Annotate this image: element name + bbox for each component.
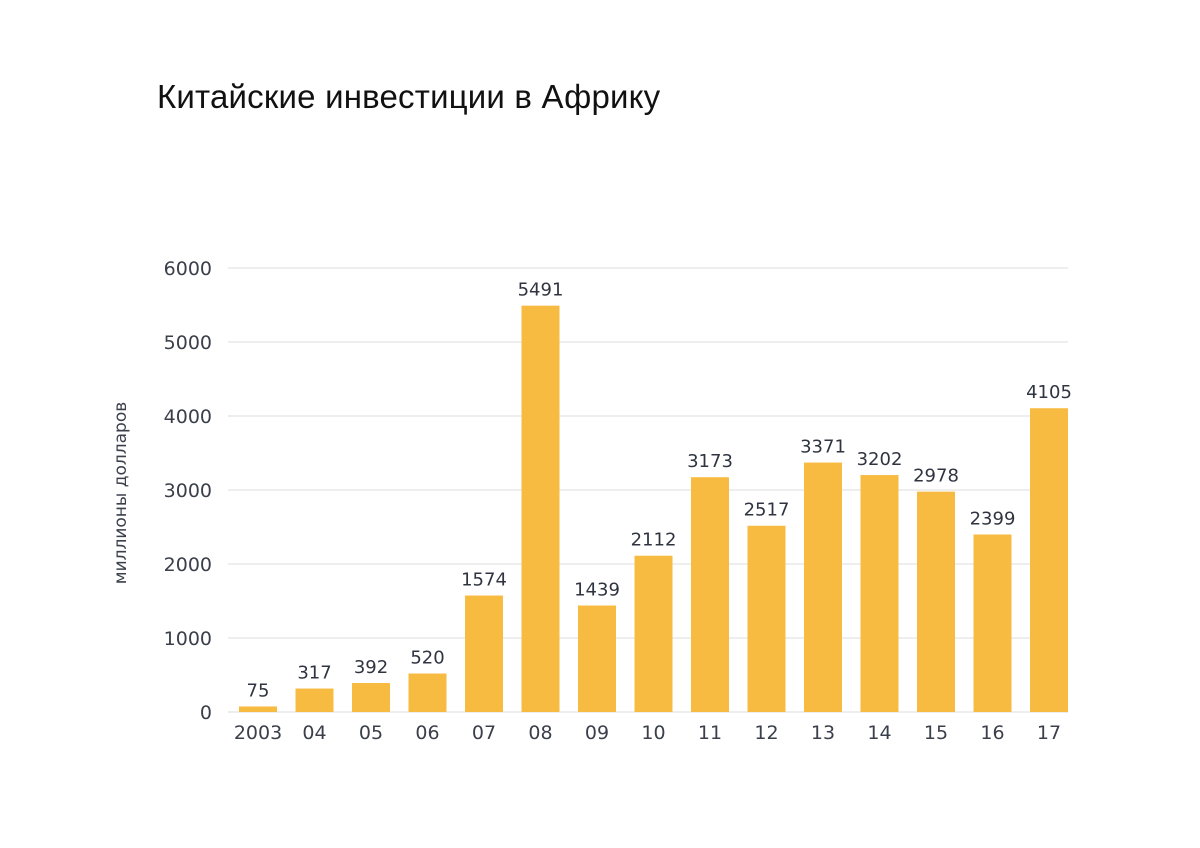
data-label: 2399 [970, 508, 1016, 529]
data-label: 4105 [1026, 382, 1072, 403]
x-tick-label: 2003 [234, 722, 282, 744]
bar-09 [578, 605, 616, 712]
data-label: 3173 [687, 451, 733, 472]
data-label: 2517 [744, 500, 790, 521]
data-label: 3202 [857, 449, 903, 470]
data-label: 3371 [800, 437, 846, 458]
y-tick-label: 5000 [164, 332, 212, 354]
y-tick-label: 3000 [164, 480, 212, 502]
data-labels: 75 317 392 520 1574 5491 1439 2112 3173 2517 3371 3… [247, 280, 1072, 702]
x-tick-label: 10 [641, 722, 665, 744]
x-tick-label: 06 [415, 722, 439, 744]
x-tick-label: 04 [302, 722, 326, 744]
y-tick-label: 6000 [164, 258, 212, 280]
data-label: 1439 [574, 580, 620, 601]
x-tick-label: 05 [359, 722, 383, 744]
bar-06 [408, 673, 447, 712]
data-label: 5491 [518, 280, 564, 301]
data-label: 1574 [461, 570, 507, 591]
bars [239, 305, 1068, 712]
x-tick-label: 08 [528, 722, 552, 744]
bar-15 [917, 491, 955, 712]
bar-11 [691, 477, 729, 712]
bar-04 [295, 688, 334, 712]
data-label: 75 [247, 680, 270, 701]
bar-08 [521, 305, 560, 712]
chart-title: Китайские инвестиции в Африку [157, 78, 661, 115]
x-tick-label: 07 [472, 722, 496, 744]
y-axis-label: миллионы долларов [111, 402, 131, 585]
x-tick-label: 16 [980, 722, 1004, 744]
x-tick-label: 09 [585, 722, 609, 744]
x-tick-label: 13 [811, 722, 835, 744]
bar-12 [747, 525, 786, 712]
bar-14 [860, 475, 899, 712]
x-tick-label: 12 [754, 722, 778, 744]
y-axis-ticks: 0 1000 2000 3000 4000 5000 6000 [164, 258, 212, 724]
bar-2003 [239, 706, 277, 712]
data-label: 392 [354, 657, 388, 678]
x-tick-label: 15 [924, 722, 948, 744]
data-label: 317 [297, 663, 331, 684]
bar-05 [352, 682, 390, 712]
y-tick-label: 1000 [164, 628, 212, 650]
y-tick-label: 2000 [164, 554, 212, 576]
bar-13 [804, 462, 842, 712]
x-tick-label: 11 [698, 722, 722, 744]
x-tick-label: 17 [1037, 722, 1061, 744]
bar-16 [973, 534, 1012, 712]
data-label: 520 [410, 648, 444, 669]
bar-10 [634, 555, 673, 712]
y-tick-label: 4000 [164, 406, 212, 428]
x-tick-label: 14 [867, 722, 891, 744]
y-tick-label: 0 [200, 702, 212, 724]
data-label: 2112 [631, 530, 677, 551]
x-axis-ticks: 2003 04 05 06 07 08 09 10 11 12 13 14 15 16 17 [234, 722, 1061, 744]
bar-07 [465, 595, 503, 712]
data-label: 2978 [913, 466, 959, 487]
bar-17 [1030, 408, 1068, 712]
